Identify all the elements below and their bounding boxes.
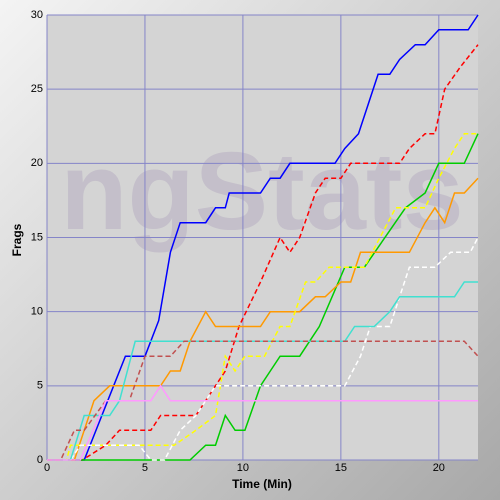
y-tick-label: 10 <box>31 306 43 318</box>
x-tick-label: 5 <box>142 462 148 474</box>
y-axis-label: Frags <box>10 223 24 256</box>
x-tick-label: 10 <box>237 462 249 474</box>
series-line <box>47 281 478 461</box>
series-line <box>47 14 479 461</box>
y-tick-label: 15 <box>31 231 43 243</box>
series-line <box>47 133 479 461</box>
series-line <box>47 44 479 461</box>
y-tick-label: 20 <box>31 157 43 169</box>
x-axis-label: Time (Min) <box>232 477 292 491</box>
series-line <box>47 384 478 461</box>
x-tick-label: 20 <box>433 462 445 474</box>
y-tick-label: 25 <box>31 83 43 95</box>
lines <box>47 14 479 461</box>
y-tick-label: 0 <box>37 454 43 466</box>
x-tick-label: 0 <box>44 462 50 474</box>
y-tick-label: 5 <box>37 380 43 392</box>
x-tick-label: 15 <box>335 462 347 474</box>
series-line <box>47 237 479 461</box>
series-line <box>47 132 478 461</box>
y-tick-label: 30 <box>31 9 43 21</box>
